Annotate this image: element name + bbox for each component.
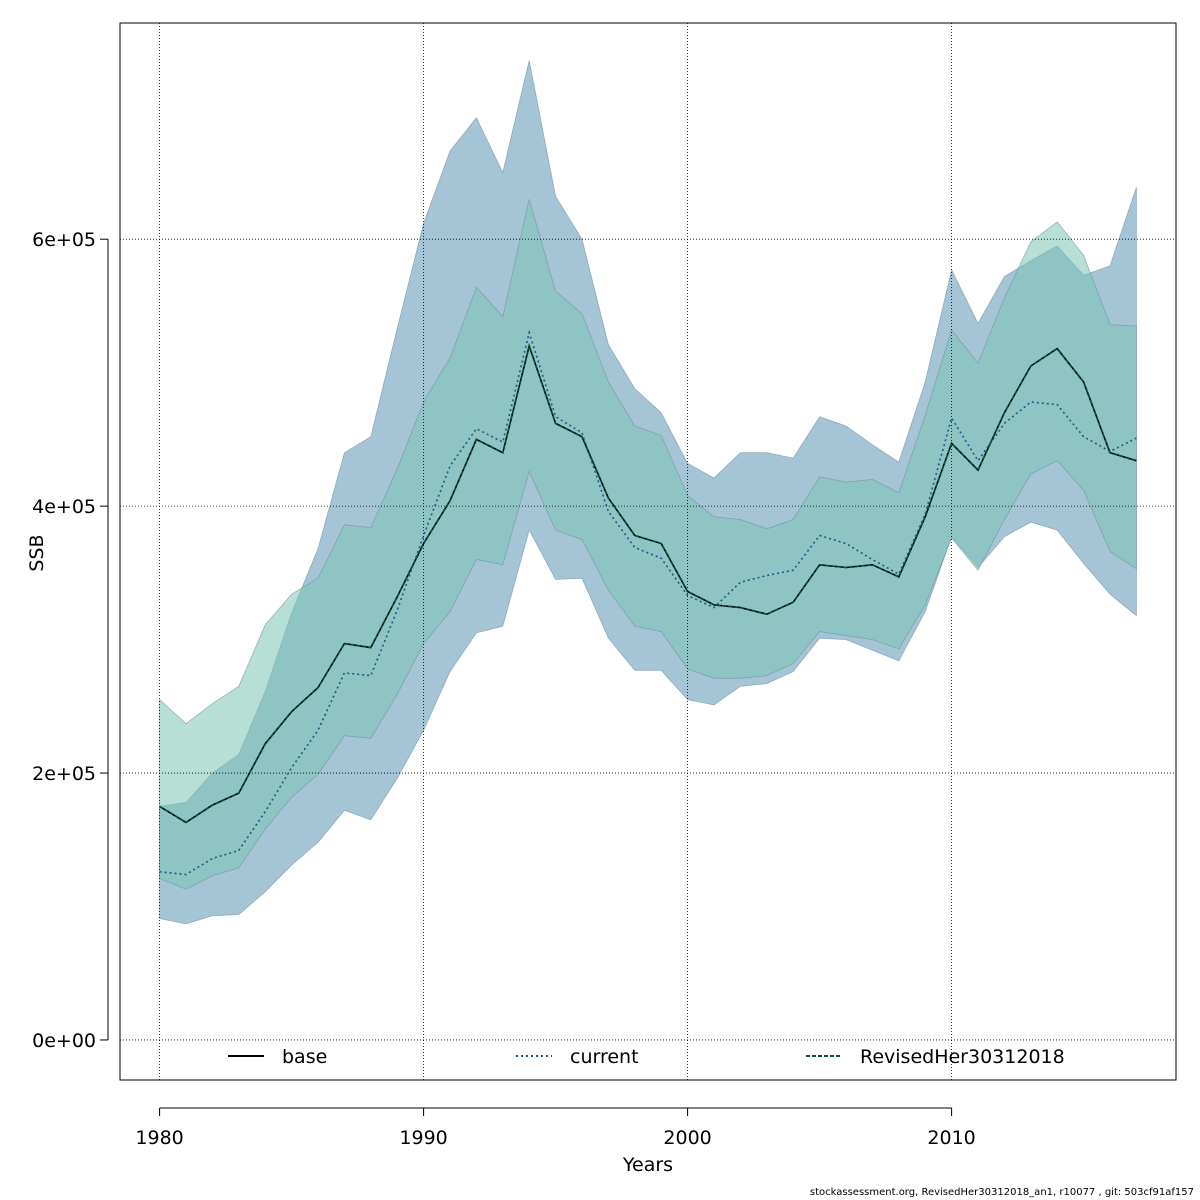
legend: base current RevisedHer30312018 — [228, 1046, 1065, 1068]
confidence-bands — [159, 60, 1137, 925]
series-line-RevisedHer30312018 — [159, 343, 1137, 824]
band-base — [159, 199, 1137, 890]
series-lines — [159, 329, 1137, 876]
y-tick-label: 4e+05 — [32, 496, 96, 518]
y-axis-title: SSB — [26, 534, 48, 571]
grid — [120, 23, 1176, 1080]
legend-label-base: base — [282, 1046, 327, 1068]
legend-label-current: current — [570, 1046, 639, 1068]
y-tick-label: 6e+05 — [32, 229, 96, 251]
x-tick-label: 1990 — [399, 1127, 447, 1149]
footer-note: stockassessment.org, RevisedHer30312018_… — [809, 1187, 1194, 1198]
legend-label-RevisedHer30312018: RevisedHer30312018 — [860, 1046, 1065, 1068]
x-tick-label: 2000 — [663, 1127, 711, 1149]
x-axis-title: Years — [622, 1154, 673, 1176]
y-axis: 0e+00 2e+05 4e+05 6e+05 — [32, 229, 109, 1052]
y-tick-label: 2e+05 — [32, 763, 96, 785]
y-tick-label: 0e+00 — [32, 1030, 96, 1052]
series-line-current — [159, 329, 1137, 876]
x-tick-label: 1980 — [135, 1127, 183, 1149]
x-axis: 1980 1990 2000 2010 — [135, 1107, 976, 1149]
x-tick-label: 2010 — [927, 1127, 975, 1149]
plot-frame — [119, 22, 1177, 1081]
